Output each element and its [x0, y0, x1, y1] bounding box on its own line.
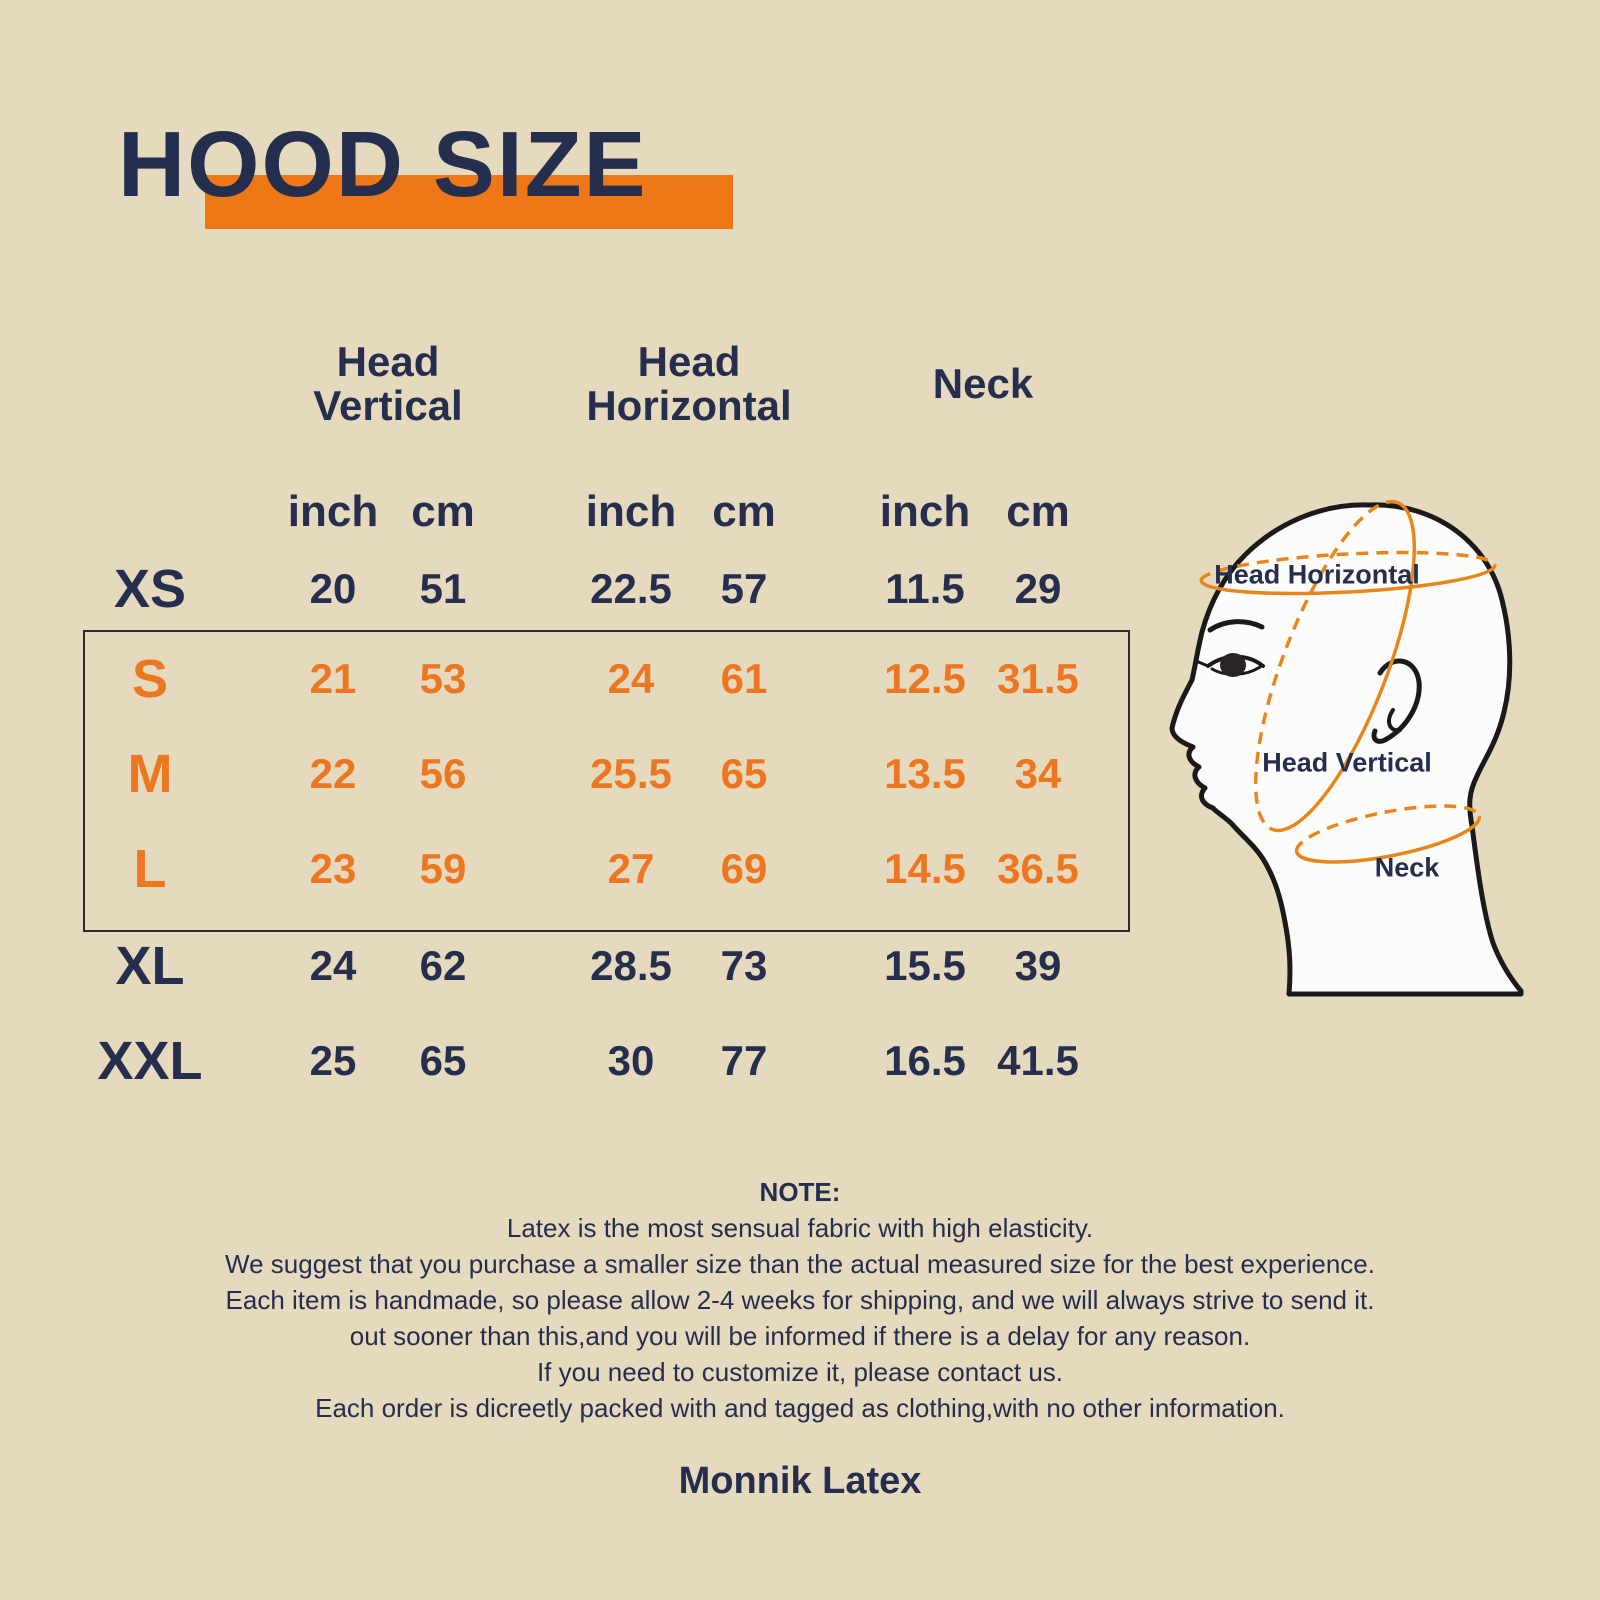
- size-value: 24: [309, 942, 357, 989]
- unit-label: cm: [712, 487, 776, 536]
- size-value: 22: [309, 750, 357, 797]
- unit-label: inch: [879, 487, 971, 536]
- eye-pupil: [1220, 653, 1246, 677]
- note-line: out sooner than this,and you will be inf…: [349, 1321, 1251, 1351]
- brand-name: Monnik Latex: [678, 1460, 922, 1502]
- size-label: S: [131, 649, 169, 709]
- eyelash: [1194, 659, 1210, 668]
- size-value: 73: [720, 942, 768, 989]
- size-value: 57: [720, 565, 768, 612]
- note-line: Each order is dicreetly packed with and …: [315, 1393, 1285, 1423]
- size-table-row-s: S 21 53 24 61 12.5 31.5: [80, 648, 1096, 709]
- note-line: Each item is handmade, so please allow 2…: [225, 1285, 1375, 1315]
- size-value: 14.5: [884, 845, 966, 892]
- table-units-row: inch cm inch cm inch cm: [80, 482, 1096, 542]
- size-label: XXL: [97, 1031, 203, 1091]
- size-value: 23: [309, 845, 357, 892]
- size-value: 69: [720, 845, 768, 892]
- size-value: 36.5: [997, 845, 1079, 892]
- size-value: 56: [419, 750, 467, 797]
- size-value: 12.5: [884, 655, 966, 702]
- ear-outline: [1371, 658, 1422, 744]
- size-value: 16.5: [884, 1037, 966, 1084]
- size-value: 62: [419, 942, 467, 989]
- diagram-label-neck: Neck: [1374, 852, 1440, 883]
- head-vertical-line: [1253, 499, 1417, 833]
- size-value: 29: [1014, 565, 1062, 612]
- size-value: 28.5: [590, 942, 672, 989]
- unit-label: inch: [585, 487, 677, 536]
- size-value: 59: [419, 845, 467, 892]
- eyebrow: [1207, 619, 1265, 633]
- head-diagram: [1169, 499, 1524, 997]
- column-header-neck: Neck: [932, 360, 1034, 407]
- recommended-sizes-box: [83, 630, 1130, 932]
- size-value: 30: [607, 1037, 655, 1084]
- size-label: XS: [113, 559, 187, 619]
- table-header-row: Head Vertical Head Horizontal Neck: [80, 336, 1096, 436]
- size-value: 20: [309, 565, 357, 612]
- size-value: 34: [1014, 750, 1062, 797]
- size-table-row-xs: XS 20 51 22.5 57 11.5 29: [80, 558, 1096, 619]
- note-lines: Latex is the most sensual fabric with hi…: [0, 1210, 1600, 1426]
- column-header-head-vertical: Head Vertical: [313, 338, 463, 429]
- size-value: 15.5: [884, 942, 966, 989]
- head-horizontal-line: [1199, 550, 1497, 596]
- column-header-head-horizontal: Head Horizontal: [586, 338, 792, 429]
- size-label: L: [133, 839, 167, 899]
- page-title: HOOD SIZE: [118, 112, 648, 216]
- diagram-label-head-vertical: Head Vertical: [1262, 747, 1432, 778]
- size-label: M: [127, 744, 173, 804]
- note-heading: NOTE:: [759, 1177, 841, 1207]
- unit-label: cm: [1006, 487, 1070, 536]
- size-value: 25: [309, 1037, 357, 1084]
- size-table-row-l: L 23 59 27 69 14.5 36.5: [80, 838, 1096, 899]
- size-value: 13.5: [884, 750, 966, 797]
- size-table-row-m: M 22 56 25.5 65 13.5 34: [80, 743, 1096, 804]
- size-value: 31.5: [997, 655, 1079, 702]
- size-value: 61: [720, 655, 768, 702]
- size-value: 39: [1014, 942, 1062, 989]
- size-value: 11.5: [885, 565, 965, 612]
- size-value: 51: [419, 565, 467, 612]
- size-table-row-xl: XL 24 62 28.5 73 15.5 39: [80, 935, 1096, 996]
- size-value: 22.5: [590, 565, 672, 612]
- note-line: If you need to customize it, please cont…: [536, 1357, 1064, 1387]
- unit-label: inch: [287, 487, 379, 536]
- diagram-label-head-horizontal: Head Horizontal: [1214, 559, 1420, 590]
- size-value: 41.5: [997, 1037, 1079, 1084]
- size-value: 25.5: [590, 750, 672, 797]
- size-value: 65: [419, 1037, 467, 1084]
- ear-inner: [1387, 708, 1402, 733]
- size-value: 21: [309, 655, 357, 702]
- unit-label: cm: [411, 487, 475, 536]
- note-line: Latex is the most sensual fabric with hi…: [506, 1213, 1094, 1243]
- neck-line: [1294, 804, 1482, 864]
- size-table-row-xxl: XXL 25 65 30 77 16.5 41.5: [80, 1030, 1096, 1091]
- size-value: 53: [419, 655, 467, 702]
- size-value: 27: [607, 845, 655, 892]
- size-value: 24: [607, 655, 655, 702]
- size-value: 77: [720, 1037, 768, 1084]
- note-block: NOTE: Latex is the most sensual fabric w…: [0, 1174, 1600, 1426]
- size-label: XL: [115, 936, 185, 996]
- size-value: 65: [720, 750, 768, 797]
- title-highlight-bar: [205, 175, 733, 229]
- note-line: We suggest that you purchase a smaller s…: [225, 1249, 1375, 1279]
